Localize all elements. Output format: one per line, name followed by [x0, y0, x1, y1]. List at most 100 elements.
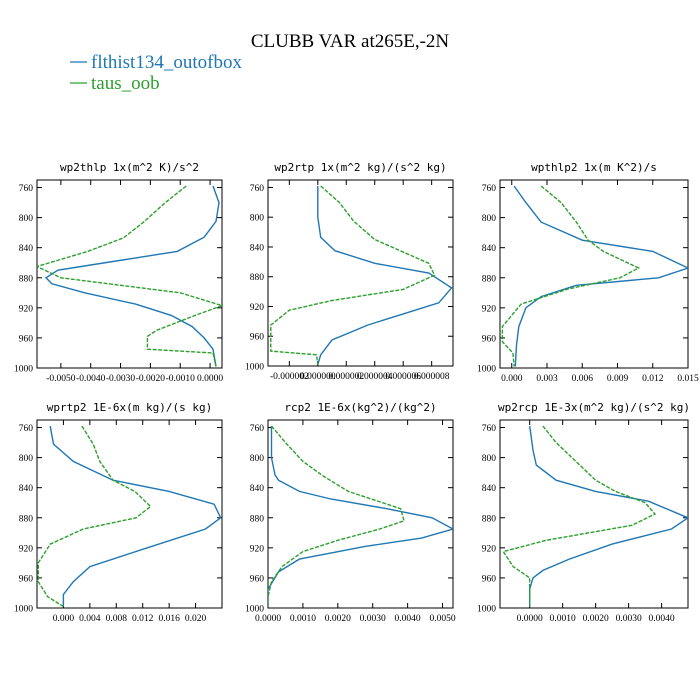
x-tick-label: 0.000000: [300, 372, 336, 382]
x-tick-label: 0.0050: [429, 614, 455, 624]
series-line-flthist134_outofbox: [268, 426, 453, 607]
x-tick-label: 0.012: [132, 614, 154, 624]
y-tick-label: 760: [250, 424, 265, 434]
series-line-taus_oob: [268, 425, 405, 607]
x-tick-label: -0.0050: [46, 374, 76, 384]
x-tick-label: 0.0030: [616, 614, 642, 624]
y-tick-label: 760: [19, 184, 34, 194]
panel-title: wprtp2 1E-6x(m kg)/(s kg): [47, 401, 213, 414]
y-tick-label: 1000: [245, 363, 264, 373]
panel-title: wp2thlp 1x(m^2 K)/s^2: [60, 161, 199, 174]
figure-title: CLUBB VAR at265E,-2N: [251, 31, 450, 52]
y-tick-label: 880: [482, 514, 497, 524]
y-tick-label: 1000: [14, 365, 33, 375]
x-tick-label: 0.020: [185, 614, 207, 624]
y-tick-label: 880: [250, 273, 265, 283]
x-tick-label: 0.0010: [290, 614, 316, 624]
series-line-flthist134_outofbox: [529, 425, 688, 607]
panel-title: wp2rcp 1E-3x(m^2 kg)/(s^2 kg): [498, 401, 690, 414]
y-tick-label: 960: [482, 574, 497, 584]
x-tick-label: -0.0020: [136, 374, 166, 384]
panel-4: rcp2 1E-6x(kg^2)/(kg^2) 760 800 840 880 920 96…: [245, 401, 456, 624]
axes-frame: [499, 179, 689, 369]
y-tick-label: 960: [250, 574, 265, 584]
y-tick-label: 760: [482, 184, 497, 194]
series-line-taus_oob: [502, 425, 657, 607]
x-tick-label: 0.015: [677, 374, 699, 384]
series-line-flthist134_outofbox: [317, 186, 453, 365]
legend-label-0: flthist134_outofbox: [91, 52, 242, 73]
series-line-flthist134_outofbox: [49, 425, 222, 607]
y-tick-label: 800: [19, 454, 34, 464]
legend: flthist134_outofbox taus_oob: [70, 52, 242, 94]
y-tick-label: 840: [250, 484, 265, 494]
y-tick-label: 760: [250, 184, 265, 194]
x-tick-label: 0.016: [158, 614, 180, 624]
axes-frame: [36, 419, 223, 609]
y-tick-label: 840: [250, 243, 265, 253]
panel-2: wpthlp2 1x(m K^2)/s 760 800 840 880 920 960 100…: [477, 161, 699, 384]
x-tick-label: 0.0030: [360, 614, 386, 624]
y-tick-label: 1000: [14, 605, 33, 615]
y-tick-label: 800: [250, 214, 265, 224]
y-tick-label: 1000: [477, 365, 496, 375]
x-tick-label: 0.008: [106, 614, 128, 624]
y-tick-label: 880: [482, 274, 497, 284]
x-tick-label: 0.000: [53, 614, 75, 624]
panel-title: rcp2 1E-6x(kg^2)/(kg^2): [284, 401, 436, 414]
y-tick-label: 920: [482, 544, 497, 554]
panel-3: wprtp2 1E-6x(m kg)/(s kg) 760 800 840 880 920…: [14, 401, 223, 624]
x-tick-label: 0.000: [501, 374, 523, 384]
axes-frame: [36, 179, 223, 369]
x-tick-label: 0.004: [79, 614, 101, 624]
y-tick-label: 800: [250, 454, 265, 464]
y-tick-label: 920: [250, 544, 265, 554]
x-tick-label: 0.012: [642, 374, 664, 384]
y-tick-label: 760: [19, 424, 34, 434]
x-tick-label: 0.000008: [414, 372, 450, 382]
y-tick-label: 800: [19, 214, 34, 224]
y-tick-label: 880: [19, 514, 34, 524]
x-tick-label: 0.0000: [517, 614, 543, 624]
series-line-taus_oob: [270, 185, 436, 365]
y-tick-label: 840: [19, 484, 34, 494]
series-line-taus_oob: [37, 185, 222, 367]
x-tick-label: -0.000002: [270, 372, 309, 382]
panel-1: wp2rtp 1x(m^2 kg)/(s^2 kg) 760 800 840 880 92…: [245, 161, 454, 382]
y-tick-label: 800: [482, 454, 497, 464]
y-tick-label: 920: [19, 304, 34, 314]
y-tick-label: 920: [482, 304, 497, 314]
axes-frame: [267, 419, 454, 609]
x-tick-label: 0.0040: [649, 614, 675, 624]
panels: wp2thlp 1x(m^2 K)/s^2 760 800 840 880 920 960 1…: [14, 161, 699, 624]
y-tick-label: 1000: [477, 605, 496, 615]
axes-frame: [267, 179, 454, 367]
y-tick-label: 840: [482, 244, 497, 254]
x-tick-label: 0.0020: [583, 614, 609, 624]
y-tick-label: 880: [250, 514, 265, 524]
x-tick-label: 0.000002: [328, 372, 364, 382]
x-tick-label: 0.0000: [197, 374, 223, 384]
x-tick-label: 0.009: [607, 374, 629, 384]
y-tick-label: 960: [19, 574, 34, 584]
y-tick-label: 840: [19, 244, 34, 254]
panel-5: wp2rcp 1E-3x(m^2 kg)/(s^2 kg)760 800 840 88…: [477, 401, 690, 624]
x-tick-label: 0.0000: [255, 614, 281, 624]
panel-title: wpthlp2 1x(m K^2)/s: [531, 161, 657, 174]
y-tick-label: 1000: [245, 605, 264, 615]
axes-frame: [499, 419, 689, 609]
y-tick-label: 880: [19, 274, 34, 284]
panel-title: wp2rtp 1x(m^2 kg)/(s^2 kg): [274, 161, 446, 174]
x-tick-label: -0.0040: [76, 374, 106, 384]
x-tick-label: 0.0010: [550, 614, 576, 624]
y-tick-label: 920: [19, 544, 34, 554]
series-line-taus_oob: [501, 185, 641, 367]
y-tick-label: 960: [250, 333, 265, 343]
x-tick-label: 0.000004: [357, 372, 393, 382]
x-tick-label: 0.0040: [395, 614, 421, 624]
y-tick-label: 960: [482, 334, 497, 344]
y-tick-label: 760: [482, 424, 497, 434]
series-line-flthist134_outofbox: [513, 185, 688, 367]
x-tick-label: -0.0030: [106, 374, 136, 384]
